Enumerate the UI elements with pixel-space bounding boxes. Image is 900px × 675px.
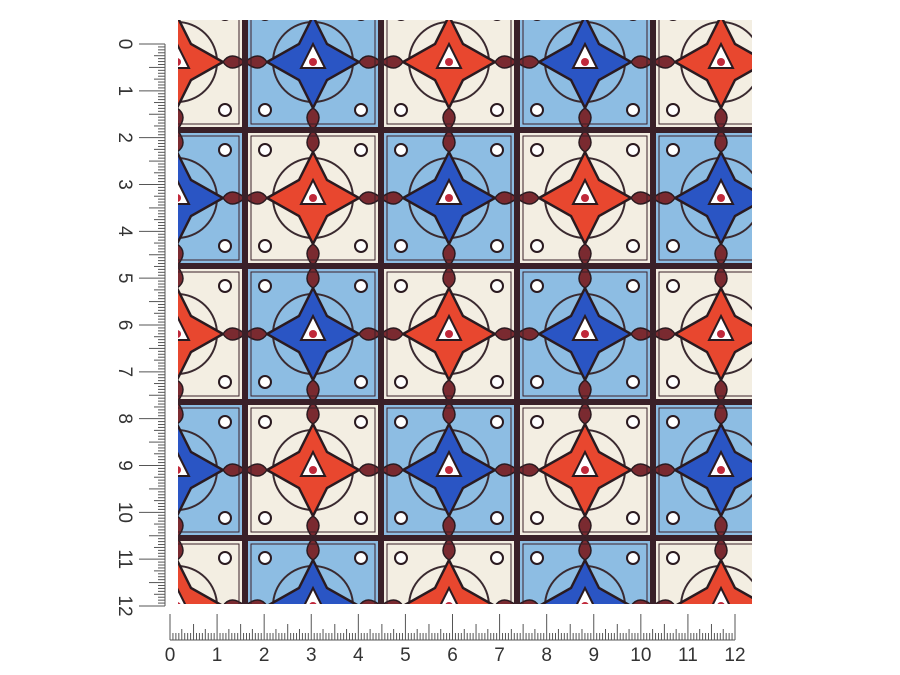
ruler-label: 7	[494, 645, 505, 666]
ruler-label: 1	[114, 86, 135, 97]
ruler-label: 4	[114, 226, 135, 237]
ruler-label: 1	[212, 645, 223, 666]
ruler-label: 11	[114, 549, 135, 569]
ruler-label: 6	[114, 320, 135, 331]
ruler-label: 3	[306, 645, 317, 666]
ruler-label: 12	[724, 645, 745, 666]
ruler-label: 2	[114, 132, 135, 143]
ruler-label: 8	[541, 645, 552, 666]
ruler-label: 11	[678, 645, 698, 666]
ruler-label: 9	[114, 460, 135, 471]
ruler-label: 7	[114, 367, 135, 378]
ruler-label: 0	[165, 645, 176, 666]
tile-pattern	[178, 20, 752, 604]
ruler-label: 3	[114, 179, 135, 190]
ruler-label: 5	[114, 273, 135, 284]
ruler-label: 0	[114, 39, 135, 50]
ruler-label: 4	[353, 645, 364, 666]
ruler-label: 8	[114, 413, 135, 424]
ruler-label: 6	[447, 645, 458, 666]
ruler-label: 9	[588, 645, 599, 666]
ruler-label: 2	[259, 645, 270, 666]
ruler-label: 12	[114, 595, 135, 616]
ruler-label: 10	[114, 502, 135, 523]
ruler-label: 5	[400, 645, 411, 666]
ruler-label: 10	[630, 645, 651, 666]
